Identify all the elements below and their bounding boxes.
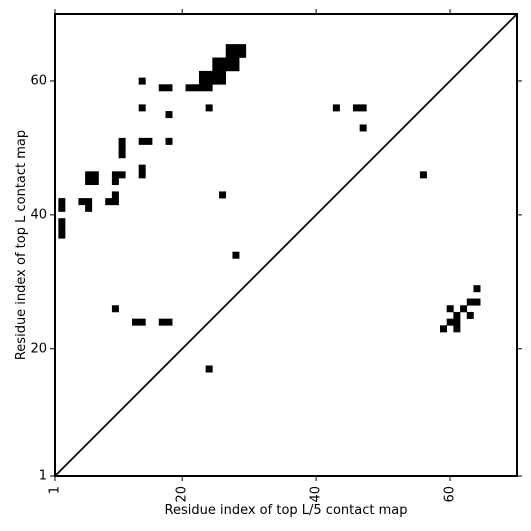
contact-cell-upper: [225, 57, 233, 65]
contact-cell-upper: [205, 77, 213, 85]
contact-cell-upper: [205, 104, 213, 112]
contact-cell-upper: [58, 204, 66, 212]
contact-cell-upper: [225, 50, 233, 58]
x-tick-label: 40: [309, 486, 324, 503]
contact-cell-upper: [219, 191, 227, 199]
contact-cell-upper: [85, 171, 93, 179]
contact-cell-upper: [239, 44, 247, 52]
y-axis-label: Residue index of top L contact map: [14, 130, 29, 360]
axis-ticks: 1 20 40 60 1 20 40 60: [30, 9, 522, 503]
contact-cell-upper: [192, 84, 200, 92]
contact-cell-upper: [225, 44, 233, 52]
contact-cell-upper: [138, 104, 146, 112]
contact-cells: [58, 44, 481, 373]
contact-cell-upper: [359, 104, 367, 112]
contact-cell-lower: [132, 318, 139, 326]
contact-cell-upper: [118, 144, 126, 152]
contact-cell-upper: [219, 64, 227, 72]
contact-cell-upper: [232, 44, 240, 52]
x-tick-label: 20: [175, 486, 190, 503]
contact-cell-upper: [138, 137, 146, 145]
contact-cell-upper: [232, 57, 240, 65]
plot-frame: [54, 13, 518, 477]
contact-cell-upper: [138, 77, 146, 85]
contact-cell-lower: [446, 305, 454, 313]
contact-cell-lower: [453, 311, 461, 319]
contact-cell-lower: [440, 325, 447, 333]
contact-cell-upper: [419, 171, 427, 179]
contact-cell-upper: [198, 84, 206, 92]
contact-cell-upper: [225, 64, 233, 72]
contact-cell-lower: [111, 305, 119, 313]
contact-cell-upper: [58, 224, 66, 232]
y-tick-label: 20: [30, 341, 47, 356]
contact-cell-upper: [232, 251, 240, 259]
contact-cell-upper: [91, 171, 99, 179]
y-tick-label: 40: [30, 207, 47, 222]
contact-cell-upper: [165, 137, 173, 145]
contact-cell-upper: [198, 70, 206, 78]
y-tick-label: 60: [30, 73, 47, 88]
contact-cell-upper: [118, 137, 126, 145]
x-axis-label: Residue index of top L/5 contact map: [165, 503, 408, 518]
contact-cell-lower: [473, 298, 481, 306]
x-tick-label: 60: [443, 486, 458, 503]
contact-cell-upper: [111, 178, 119, 186]
contact-cell-upper: [85, 204, 93, 212]
contact-cell-upper: [138, 171, 146, 179]
contact-cell-upper: [205, 70, 213, 78]
contact-cell-upper: [85, 198, 93, 206]
contact-cell-upper: [212, 70, 220, 78]
y-tick-label: 1: [39, 469, 47, 484]
contact-cell-lower: [138, 318, 146, 326]
contact-cell-lower: [460, 305, 468, 313]
contact-cell-lower: [453, 325, 461, 333]
contact-cell-upper: [219, 77, 227, 85]
contact-cell-lower: [205, 365, 213, 373]
contact-cell-upper: [118, 151, 126, 159]
contact-cell-lower: [158, 318, 166, 326]
contact-cell-upper: [212, 77, 220, 85]
contact-cell-upper: [78, 198, 86, 206]
contact-cell-upper: [332, 104, 340, 112]
contact-cell-upper: [85, 178, 93, 186]
contact-cell-upper: [58, 231, 66, 239]
contact-cell-upper: [239, 50, 247, 58]
contact-cell-upper: [91, 178, 99, 186]
contact-cell-upper: [145, 137, 153, 145]
contact-cell-upper: [232, 50, 240, 58]
contact-cell-upper: [138, 164, 146, 172]
contact-cell-upper: [118, 171, 126, 179]
contact-cell-upper: [352, 104, 360, 112]
contact-cell-upper: [212, 57, 220, 65]
contact-cell-lower: [466, 311, 474, 319]
contact-cell-upper: [232, 64, 240, 72]
contact-cell-upper: [111, 191, 119, 199]
contact-cell-upper: [58, 198, 66, 206]
contact-cell-upper: [58, 218, 66, 226]
contact-cell-upper: [219, 57, 227, 65]
contact-cell-upper: [205, 84, 213, 92]
contact-cell-lower: [446, 318, 454, 326]
contact-cell-upper: [198, 77, 206, 85]
contact-cell-lower: [473, 285, 481, 293]
contact-cell-upper: [158, 84, 166, 92]
contact-cell-upper: [165, 111, 173, 119]
x-tick-label: 1: [48, 486, 63, 494]
contact-cell-upper: [185, 84, 193, 92]
contact-cell-upper: [165, 84, 173, 92]
diagonal-line: [54, 13, 518, 477]
contact-cell-lower: [165, 318, 173, 326]
contact-cell-upper: [359, 124, 367, 132]
contact-cell-lower: [453, 318, 461, 326]
contact-cell-upper: [219, 70, 227, 78]
contact-cell-upper: [111, 171, 119, 179]
contact-cell-upper: [111, 198, 119, 206]
contact-cell-lower: [466, 298, 474, 306]
contact-cell-upper: [212, 64, 220, 72]
contact-cell-upper: [105, 198, 113, 206]
